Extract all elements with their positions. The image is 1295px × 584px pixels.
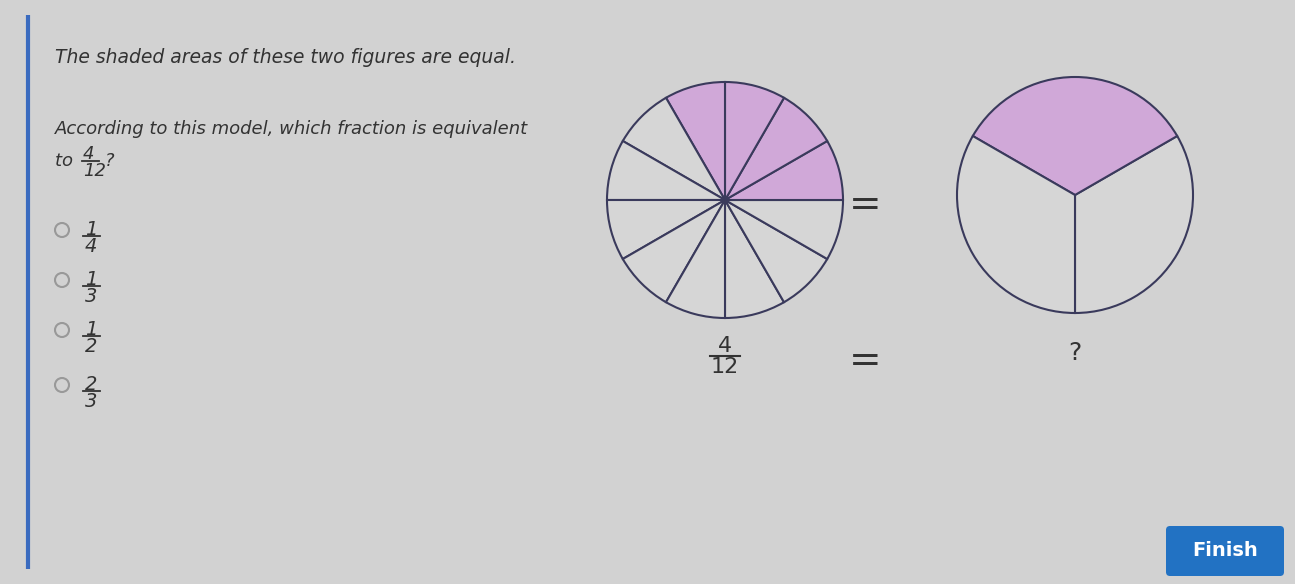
Wedge shape xyxy=(725,200,843,259)
Text: 2: 2 xyxy=(85,375,97,394)
Text: According to this model, which fraction is equivalent: According to this model, which fraction … xyxy=(54,120,528,138)
Text: to: to xyxy=(54,152,79,170)
Text: 1: 1 xyxy=(85,270,97,289)
Text: The shaded areas of these two figures are equal.: The shaded areas of these two figures ar… xyxy=(54,48,515,67)
Wedge shape xyxy=(623,98,725,200)
FancyBboxPatch shape xyxy=(1166,526,1285,576)
Text: 2: 2 xyxy=(85,337,97,356)
Wedge shape xyxy=(607,141,725,200)
Text: 3: 3 xyxy=(85,392,97,411)
Wedge shape xyxy=(725,98,828,200)
Text: 12: 12 xyxy=(83,162,106,180)
Text: ?: ? xyxy=(1068,341,1081,365)
Wedge shape xyxy=(623,200,725,302)
Text: 4: 4 xyxy=(85,237,97,256)
Wedge shape xyxy=(725,141,843,200)
Text: =: = xyxy=(848,186,882,224)
Wedge shape xyxy=(725,200,828,302)
Wedge shape xyxy=(666,200,725,318)
Wedge shape xyxy=(725,82,783,200)
Wedge shape xyxy=(973,77,1177,195)
Text: =: = xyxy=(848,342,882,380)
Wedge shape xyxy=(725,200,783,318)
Text: 3: 3 xyxy=(85,287,97,306)
Text: 4: 4 xyxy=(83,145,95,163)
Text: 12: 12 xyxy=(711,357,739,377)
Wedge shape xyxy=(666,82,725,200)
Wedge shape xyxy=(957,136,1075,313)
Text: 1: 1 xyxy=(85,220,97,239)
Text: Finish: Finish xyxy=(1193,541,1257,561)
Text: ?: ? xyxy=(105,152,114,170)
Text: 1: 1 xyxy=(85,320,97,339)
Text: 4: 4 xyxy=(717,336,732,356)
Wedge shape xyxy=(607,200,725,259)
Wedge shape xyxy=(1075,136,1193,313)
